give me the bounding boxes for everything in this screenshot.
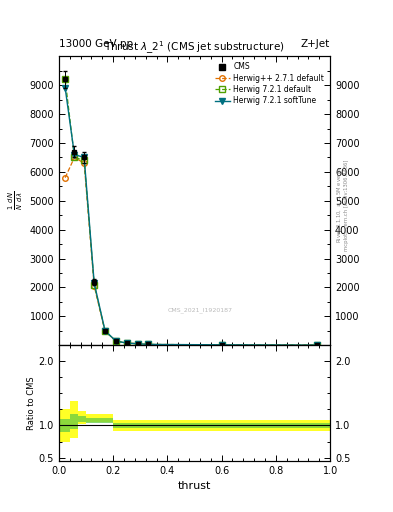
Bar (86, 418, 97, 423)
Text: Z+Jet: Z+Jet (301, 38, 330, 49)
Bar (78, 411, 86, 424)
X-axis label: thrust: thrust (178, 481, 211, 491)
Y-axis label: Ratio to CMS: Ratio to CMS (27, 376, 36, 430)
Bar (70, 401, 78, 438)
Y-axis label: $\frac{1}{N}\,\frac{dN}{d\lambda}$: $\frac{1}{N}\,\frac{dN}{d\lambda}$ (7, 191, 25, 210)
Text: CMS_2021_I1920187: CMS_2021_I1920187 (167, 308, 232, 313)
Bar (113, 423, 330, 428)
Bar (70, 414, 78, 429)
Text: mcplots.cern.ch [arXiv:1306.3436]: mcplots.cern.ch [arXiv:1306.3436] (344, 159, 349, 250)
Bar (86, 414, 97, 422)
Bar (59, 419, 70, 432)
Bar (78, 416, 86, 422)
Legend: CMS, Herwig++ 2.7.1 default, Herwig 7.2.1 default, Herwig 7.2.1 softTune: CMS, Herwig++ 2.7.1 default, Herwig 7.2.… (213, 60, 326, 108)
Title: Thrust $\lambda$_2$^1$ (CMS jet substructure): Thrust $\lambda$_2$^1$ (CMS jet substruc… (104, 40, 285, 56)
Bar (113, 420, 330, 431)
Bar (59, 410, 70, 441)
Bar (97, 418, 113, 423)
Bar (97, 414, 113, 422)
Text: Rivet 3.1.10, $\geq$ 3.5M events: Rivet 3.1.10, $\geq$ 3.5M events (336, 166, 343, 243)
Text: 13000 GeV pp: 13000 GeV pp (59, 38, 133, 49)
